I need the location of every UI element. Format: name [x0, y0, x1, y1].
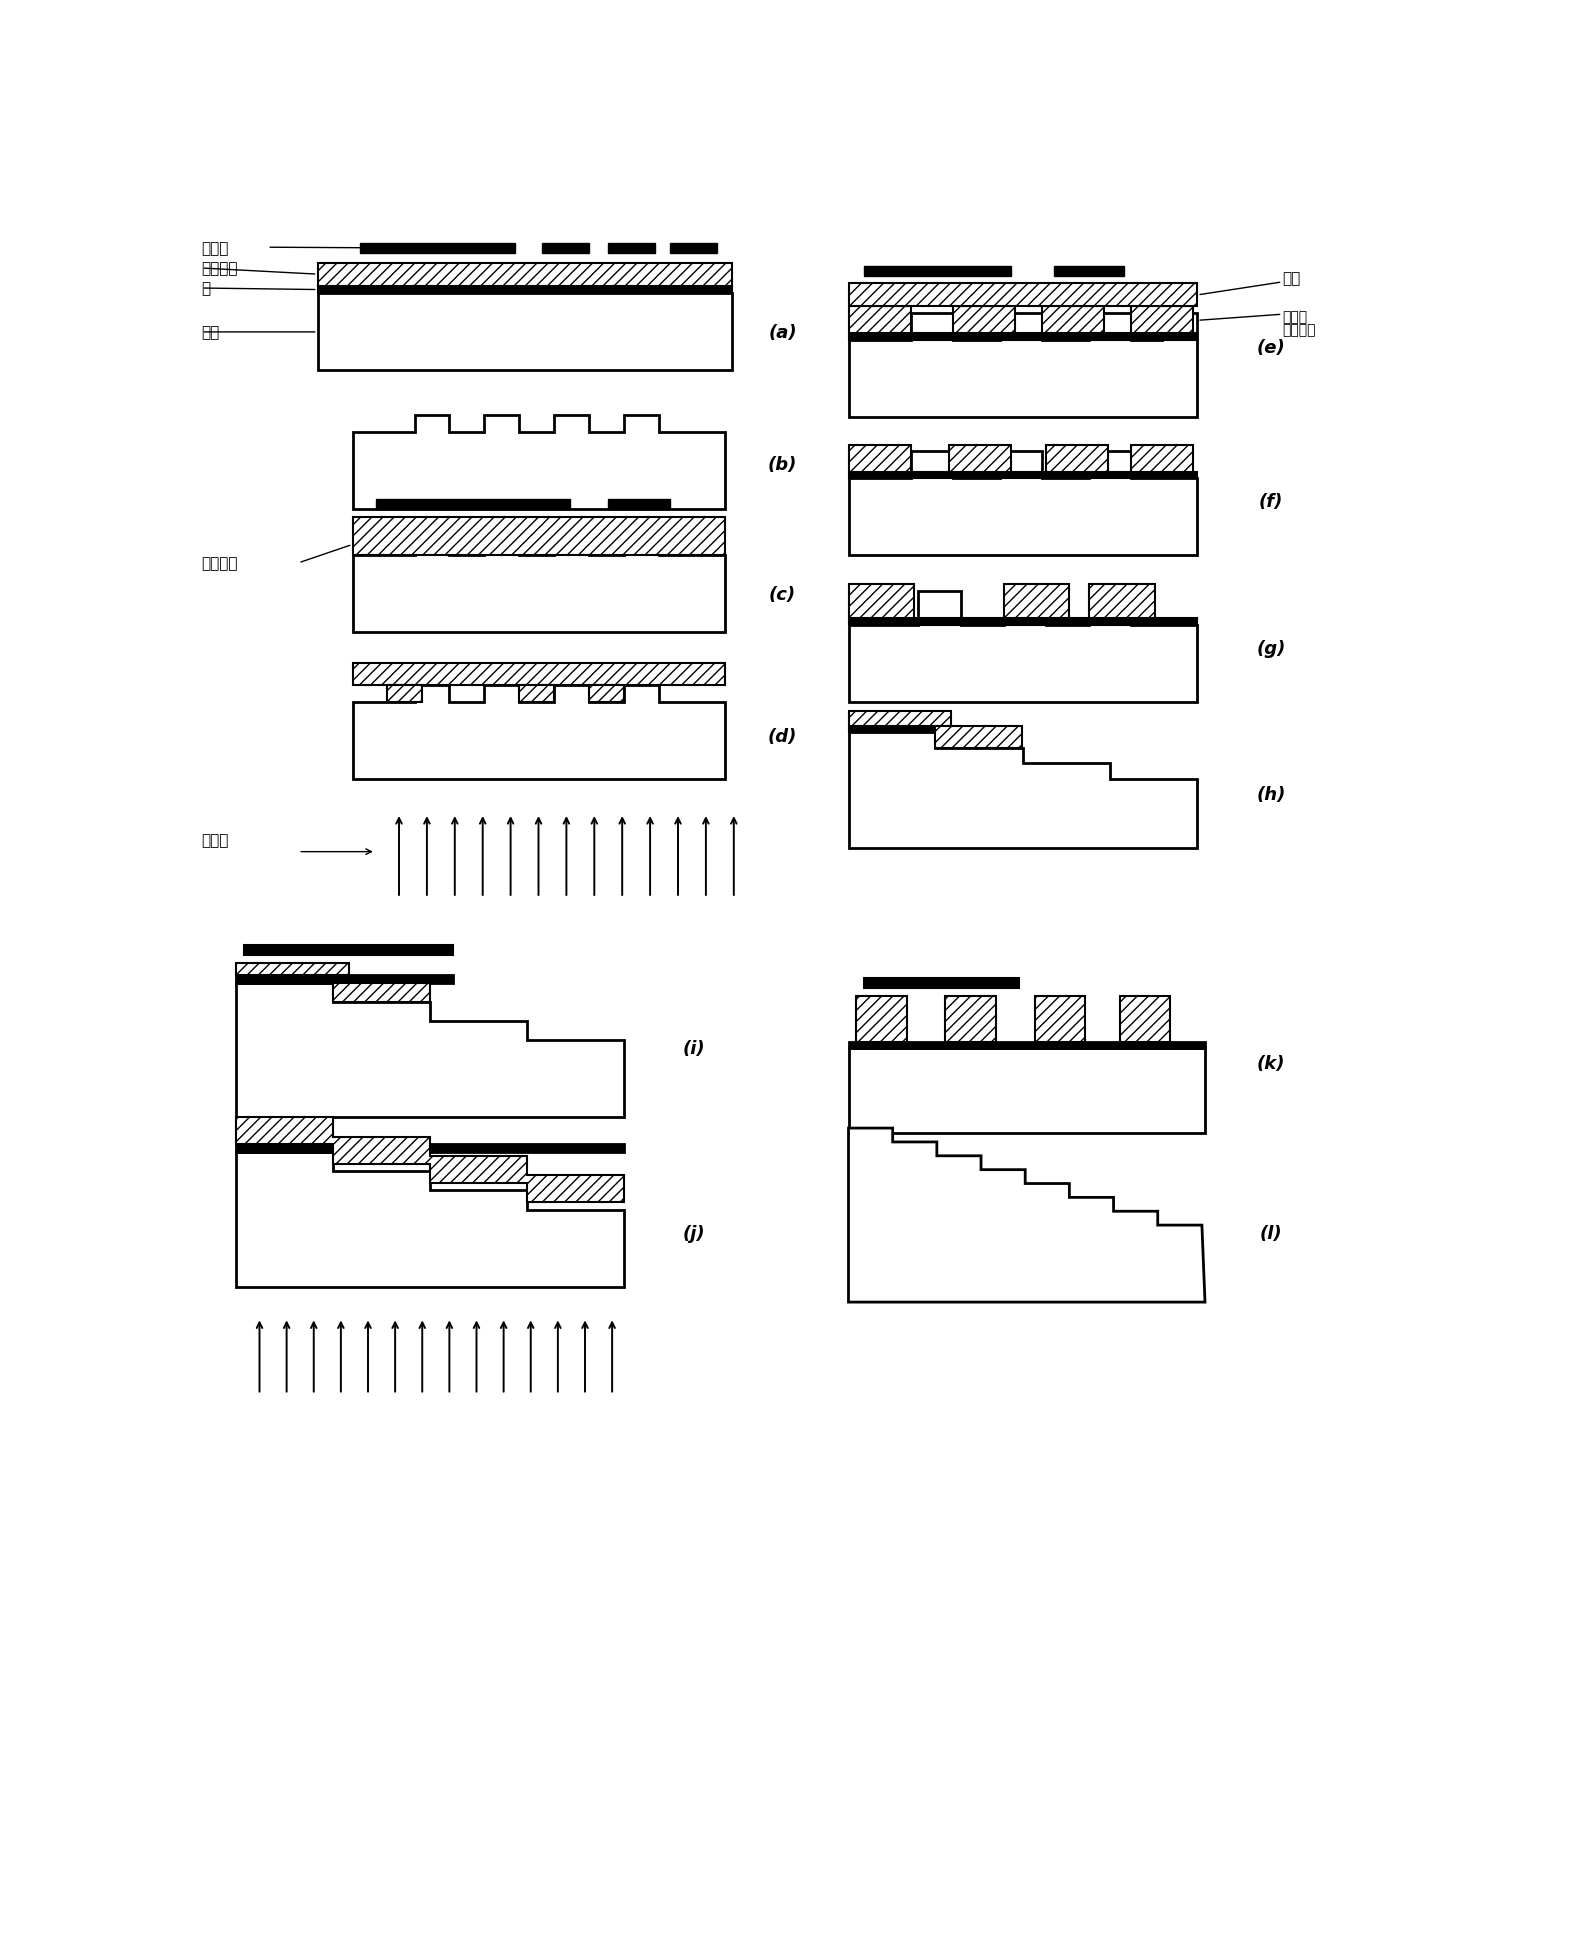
- Polygon shape: [352, 415, 725, 510]
- Bar: [945, 997, 995, 1043]
- Text: 掩模版: 掩模版: [201, 240, 229, 256]
- Bar: [352, 518, 725, 556]
- Bar: [237, 964, 349, 975]
- Polygon shape: [848, 1128, 1206, 1303]
- Text: (h): (h): [1256, 785, 1286, 803]
- Bar: [1089, 586, 1155, 619]
- Bar: [848, 473, 1198, 479]
- Text: 正胶: 正胶: [1283, 271, 1300, 287]
- Polygon shape: [848, 452, 1198, 556]
- Polygon shape: [848, 314, 1198, 417]
- Text: 衬底: 衬底: [201, 326, 220, 339]
- Bar: [352, 663, 725, 684]
- Bar: [387, 684, 422, 702]
- Text: (i): (i): [683, 1039, 705, 1057]
- Bar: [856, 997, 907, 1043]
- Polygon shape: [237, 1117, 624, 1202]
- Polygon shape: [352, 539, 725, 632]
- Bar: [608, 500, 670, 510]
- Bar: [318, 287, 732, 295]
- Bar: [1131, 306, 1193, 334]
- Bar: [953, 306, 1014, 334]
- Text: 紫外光: 紫外光: [201, 834, 229, 847]
- Text: (l): (l): [1259, 1224, 1283, 1243]
- Text: (f): (f): [1259, 493, 1283, 512]
- Bar: [237, 1144, 624, 1152]
- Bar: [1054, 266, 1123, 277]
- Text: (c): (c): [769, 586, 796, 603]
- Bar: [542, 244, 589, 254]
- Text: 正光刻胶: 正光刻胶: [201, 262, 239, 277]
- Bar: [318, 295, 732, 370]
- Bar: [1046, 446, 1108, 473]
- Bar: [670, 244, 717, 254]
- Text: 显影后: 显影后: [1283, 310, 1308, 324]
- Bar: [848, 712, 951, 727]
- Bar: [848, 306, 910, 334]
- Bar: [848, 1049, 1206, 1132]
- Bar: [243, 946, 453, 956]
- Text: (e): (e): [1256, 339, 1285, 357]
- Text: (b): (b): [768, 456, 798, 475]
- Bar: [1035, 997, 1085, 1043]
- Bar: [360, 244, 515, 254]
- Bar: [1131, 446, 1193, 473]
- Bar: [608, 244, 654, 254]
- Bar: [864, 266, 1011, 277]
- Bar: [376, 500, 569, 510]
- Bar: [935, 727, 1022, 748]
- Polygon shape: [237, 1152, 624, 1287]
- Bar: [520, 684, 555, 702]
- Text: (j): (j): [683, 1224, 705, 1243]
- Bar: [848, 619, 1198, 624]
- Bar: [848, 446, 910, 473]
- Bar: [1003, 586, 1070, 619]
- Bar: [237, 975, 453, 983]
- Text: (g): (g): [1256, 640, 1286, 657]
- Text: 铬: 铬: [201, 281, 210, 297]
- Bar: [950, 446, 1011, 473]
- Bar: [318, 264, 732, 287]
- Text: 负光刻胶: 负光刻胶: [201, 556, 239, 572]
- Text: (d): (d): [768, 727, 798, 747]
- Bar: [1043, 306, 1104, 334]
- Bar: [848, 1043, 1206, 1049]
- Polygon shape: [352, 684, 725, 779]
- Text: (k): (k): [1256, 1055, 1285, 1072]
- Bar: [1120, 997, 1171, 1043]
- Text: (a): (a): [768, 324, 796, 341]
- Bar: [848, 727, 951, 733]
- Bar: [848, 285, 1198, 306]
- Polygon shape: [848, 733, 1198, 849]
- Bar: [864, 979, 1019, 989]
- Text: 负胶图形: 负胶图形: [1283, 322, 1316, 337]
- Bar: [333, 983, 430, 1002]
- Bar: [848, 586, 915, 619]
- Polygon shape: [237, 983, 624, 1117]
- Bar: [848, 334, 1198, 341]
- Bar: [589, 684, 624, 702]
- Polygon shape: [848, 591, 1198, 702]
